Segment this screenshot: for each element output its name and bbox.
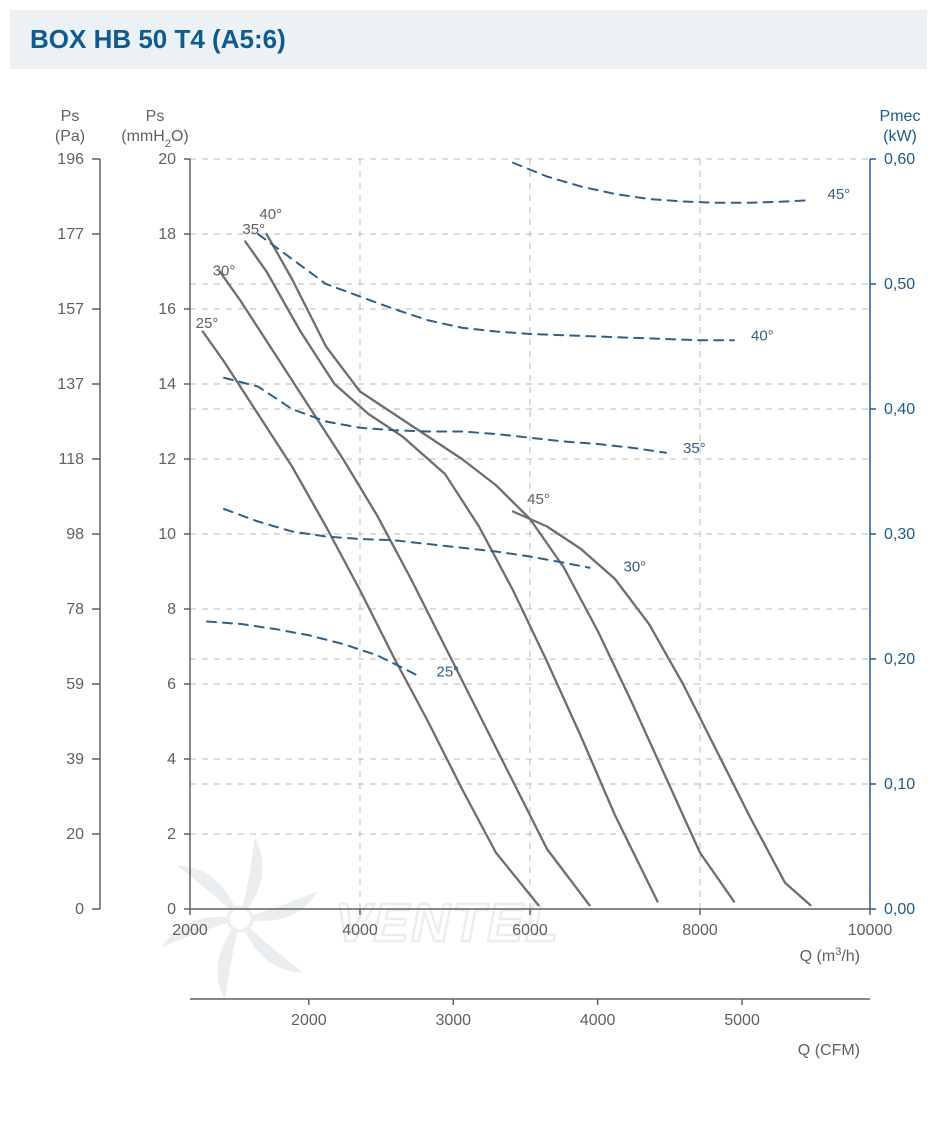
svg-text:(mmH2O): (mmH2O) xyxy=(121,128,188,150)
svg-text:196: 196 xyxy=(57,151,84,168)
svg-text:5000: 5000 xyxy=(724,1012,760,1029)
svg-text:118: 118 xyxy=(58,451,84,468)
svg-text:3000: 3000 xyxy=(435,1012,471,1029)
svg-text:4000: 4000 xyxy=(342,922,378,939)
svg-text:0: 0 xyxy=(167,901,176,918)
svg-text:12: 12 xyxy=(158,451,176,468)
svg-text:40°: 40° xyxy=(751,327,774,344)
page-title: BOX HB 50 T4 (A5:6) xyxy=(30,24,907,55)
svg-text:Q (m3/h): Q (m3/h) xyxy=(800,946,860,965)
svg-text:2: 2 xyxy=(167,826,176,843)
chart-container: VENTEL0246810121416182002039597898118137… xyxy=(10,79,927,1109)
svg-text:35°: 35° xyxy=(242,221,265,238)
svg-text:0: 0 xyxy=(75,901,84,918)
svg-text:8: 8 xyxy=(167,601,176,618)
svg-text:137: 137 xyxy=(57,376,84,393)
svg-text:16: 16 xyxy=(158,301,176,318)
svg-text:18: 18 xyxy=(158,226,176,243)
svg-text:177: 177 xyxy=(57,226,84,243)
svg-text:Ps: Ps xyxy=(146,108,165,125)
svg-text:20: 20 xyxy=(158,151,176,168)
svg-text:45°: 45° xyxy=(527,491,550,508)
svg-text:35°: 35° xyxy=(683,440,706,457)
svg-text:0,50: 0,50 xyxy=(884,276,915,293)
svg-text:6000: 6000 xyxy=(512,922,548,939)
svg-text:0,10: 0,10 xyxy=(884,776,915,793)
svg-text:157: 157 xyxy=(57,301,84,318)
svg-text:4000: 4000 xyxy=(580,1012,616,1029)
performance-chart: VENTEL0246810121416182002039597898118137… xyxy=(10,79,927,1109)
svg-text:78: 78 xyxy=(66,601,84,618)
svg-text:40°: 40° xyxy=(259,206,282,223)
svg-text:2000: 2000 xyxy=(172,922,208,939)
svg-text:0,40: 0,40 xyxy=(884,401,915,418)
svg-text:0,60: 0,60 xyxy=(884,151,915,168)
svg-text:0,30: 0,30 xyxy=(884,526,915,543)
svg-text:Q (CFM): Q (CFM) xyxy=(798,1042,860,1059)
svg-text:(kW): (kW) xyxy=(883,128,917,145)
svg-text:0,00: 0,00 xyxy=(884,901,915,918)
svg-text:10: 10 xyxy=(158,526,176,543)
svg-text:Ps: Ps xyxy=(61,108,80,125)
svg-text:98: 98 xyxy=(66,526,84,543)
svg-text:8000: 8000 xyxy=(682,922,718,939)
svg-text:59: 59 xyxy=(66,676,84,693)
svg-text:2000: 2000 xyxy=(291,1012,327,1029)
svg-text:(Pa): (Pa) xyxy=(55,128,85,145)
svg-text:14: 14 xyxy=(158,376,176,393)
svg-text:10000: 10000 xyxy=(848,922,893,939)
title-bar: BOX HB 50 T4 (A5:6) xyxy=(10,10,927,69)
svg-text:20: 20 xyxy=(66,826,84,843)
svg-text:45°: 45° xyxy=(828,186,851,203)
svg-text:39: 39 xyxy=(66,751,84,768)
svg-text:4: 4 xyxy=(167,751,176,768)
svg-text:30°: 30° xyxy=(213,262,236,279)
svg-text:Pmec: Pmec xyxy=(880,108,921,125)
svg-text:25°: 25° xyxy=(196,315,219,332)
svg-text:0,20: 0,20 xyxy=(884,651,915,668)
svg-text:25°: 25° xyxy=(437,664,460,681)
svg-text:30°: 30° xyxy=(624,559,647,576)
svg-text:6: 6 xyxy=(167,676,176,693)
